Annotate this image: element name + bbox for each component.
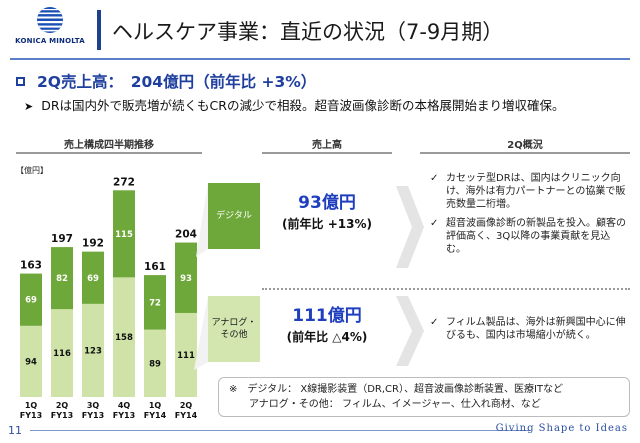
tick-label-quarter: 3Q — [87, 401, 100, 410]
list-item: カセッテ型DRは、国内はクリニック向け、海外は有力パートナーとの協業で販売数量二… — [430, 172, 630, 211]
list-item: 超音波画像診断の新製品を投入。顧客の評価高く、3Q以降の事業貢献を見込む。 — [430, 217, 630, 256]
analog-bullets: フィルム製品は、海外は新興国中心に伸びるも、国内は市場縮小が続く。 — [430, 316, 630, 348]
bar-digital — [51, 247, 73, 310]
digital-yoy: (前年比 +13%) — [282, 217, 372, 231]
analog-connector-icon — [194, 296, 208, 370]
data-label-total: 204 — [175, 229, 197, 241]
tagline: Giving Shape to Ideas — [495, 423, 628, 434]
tick-label-fiscal-year: FY14 — [175, 411, 198, 420]
quarterly-sales-chart: 94691631QFY13116821972QFY13123691923QFY1… — [20, 176, 198, 420]
column-rule-mid — [262, 152, 392, 154]
data-label-digital: 72 — [149, 298, 161, 308]
data-label-analog: 158 — [115, 333, 133, 343]
column-header-mid: 売上高 — [312, 140, 342, 151]
segment-box-digital: デジタル — [208, 183, 260, 249]
digital-sales-value: 93億円 — [298, 193, 356, 213]
data-label-analog: 89 — [149, 359, 161, 369]
data-label-total: 192 — [82, 238, 104, 250]
note-line-analog: アナログ・その他： フィルム、イメージャー、仕入れ商材、など — [229, 399, 541, 410]
company-logo: KONICA MINOLTA — [10, 6, 90, 56]
square-bullet-icon — [16, 77, 25, 86]
chevron-right-icon — [396, 186, 424, 268]
bar-digital — [175, 242, 197, 313]
bar-analog — [20, 325, 42, 397]
bar-analog — [113, 277, 135, 397]
bar-digital — [82, 251, 104, 304]
bar-analog — [144, 329, 166, 397]
bar-digital — [113, 190, 135, 278]
tick-label-quarter: 4Q — [118, 401, 131, 410]
tick-label-quarter: 1Q — [149, 401, 162, 410]
data-label-analog: 116 — [53, 349, 71, 359]
page-number: 11 — [8, 424, 22, 437]
tick-label-quarter: 2Q — [56, 401, 69, 410]
title-accent-bar — [97, 10, 101, 50]
bar-analog — [51, 309, 73, 397]
data-label-total: 272 — [113, 176, 135, 188]
page-title: ヘルスケア事業：直近の状況（7-9月期） — [112, 20, 504, 44]
globe-logo-icon — [37, 7, 63, 33]
data-label-analog: 94 — [25, 357, 37, 367]
data-label-total: 161 — [144, 261, 166, 273]
analog-sales-value: 111億円 — [292, 306, 362, 326]
footer-rule — [30, 430, 530, 431]
definition-note: ※ デジタル： X線撮影装置（DR,CR）、超音波画像診断装置、医療ITなど ア… — [218, 377, 630, 417]
data-label-total: 197 — [51, 233, 73, 245]
unit-label: 【億円】 — [16, 166, 48, 175]
data-label-digital: 69 — [25, 296, 37, 306]
bar-digital — [20, 273, 42, 326]
digital-connector-icon — [196, 183, 208, 257]
column-header-left: 売上構成四半期推移 — [64, 140, 154, 151]
note-line-digital: ※ デジタル： X線撮影装置（DR,CR）、超音波画像診断装置、医療ITなど — [229, 384, 564, 395]
segment-label-analog: アナログ・ その他 — [211, 318, 257, 340]
column-rule-left — [16, 152, 202, 154]
tick-label-fiscal-year: FY14 — [144, 411, 167, 420]
headline: 2Q売上高： 204億円（前年比 +3%） — [16, 70, 316, 92]
tick-label-fiscal-year: FY13 — [82, 411, 104, 420]
header-divider — [10, 58, 630, 60]
data-label-digital: 93 — [180, 274, 192, 284]
list-item: フィルム製品は、海外は新興国中心に伸びるも、国内は市場縮小が続く。 — [430, 316, 630, 342]
logo-text: KONICA MINOLTA — [15, 37, 85, 45]
headline-text: 2Q売上高： 204億円（前年比 +3%） — [37, 73, 317, 91]
bar-analog — [82, 303, 104, 397]
tick-label-quarter: 1Q — [25, 401, 38, 410]
column-rule-right — [420, 152, 630, 154]
data-label-digital: 82 — [56, 274, 68, 284]
segment-label-digital: デジタル — [216, 211, 252, 221]
tick-label-quarter: 2Q — [180, 401, 193, 410]
data-label-analog: 111 — [177, 351, 195, 361]
digital-bullets: カセッテ型DRは、国内はクリニック向け、海外は有力パートナーとの協業で販売数量二… — [430, 172, 630, 262]
tick-label-fiscal-year: FY13 — [20, 411, 42, 420]
arrow-bullet-icon: ➤ — [24, 100, 34, 113]
subline: ➤ DRは国内外で販売増が続くもCRの減少で相殺。超音波画像診断の本格展開始まり増… — [24, 95, 564, 114]
data-label-digital: 69 — [87, 274, 99, 284]
data-label-analog: 123 — [84, 346, 102, 356]
segment-separator — [262, 288, 630, 290]
bar-analog — [175, 312, 197, 397]
tick-label-fiscal-year: FY13 — [51, 411, 73, 420]
column-header-right: 2Q概況 — [507, 140, 543, 151]
data-label-total: 163 — [20, 260, 42, 272]
segment-box-analog: アナログ・ その他 — [208, 296, 260, 362]
bar-digital — [144, 275, 166, 330]
chevron-right-icon — [396, 296, 424, 366]
analog-yoy: (前年比 △4%) — [286, 330, 368, 344]
subline-text: DRは国内外で販売増が続くもCRの減少で相殺。超音波画像診断の本格展開始まり増収… — [41, 98, 565, 113]
data-label-digital: 115 — [115, 230, 133, 240]
tick-label-fiscal-year: FY13 — [113, 411, 135, 420]
